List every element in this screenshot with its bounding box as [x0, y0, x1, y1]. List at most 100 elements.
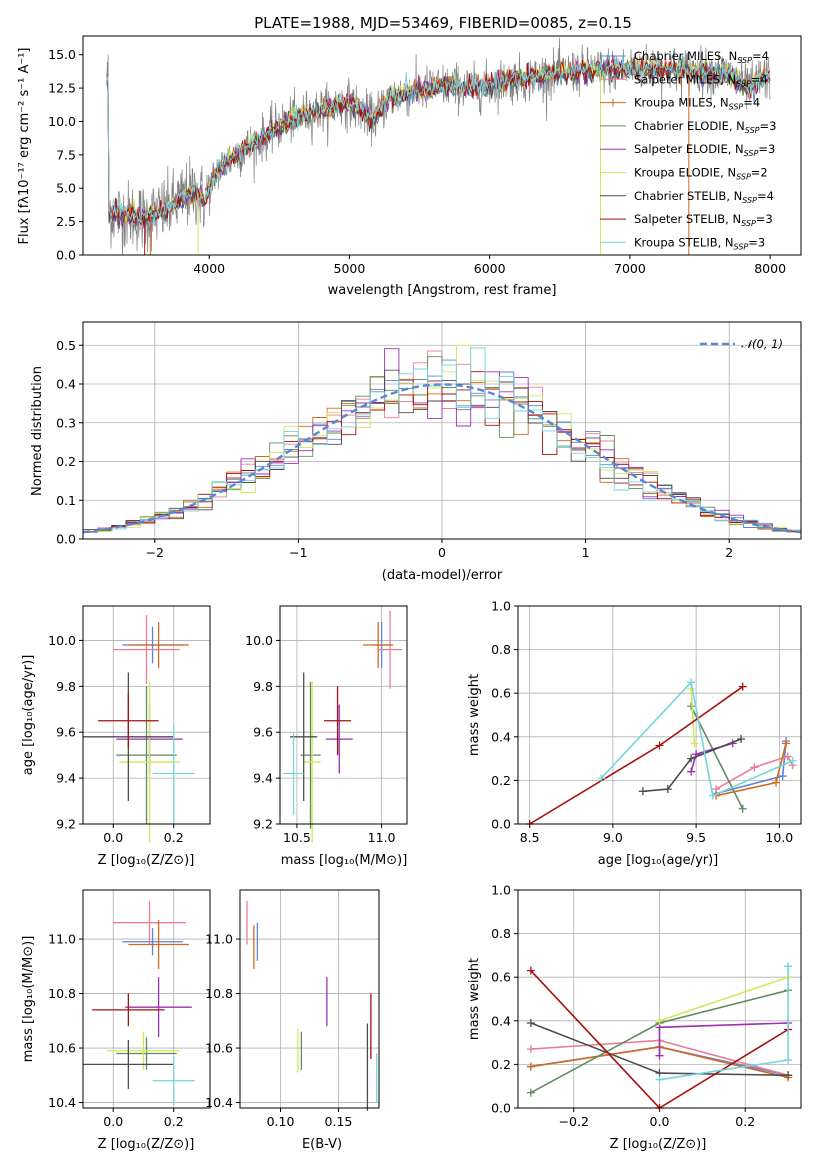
- y-tick-label: 9.6: [56, 725, 76, 740]
- legend-text: Salpeter ELODIE, N: [634, 142, 744, 156]
- legend-suffix: =4: [743, 96, 760, 110]
- errorbar-kroupa-stelib: [152, 723, 195, 824]
- y-tick-label: 0.0: [56, 248, 76, 263]
- x-tick-label: 4000: [193, 261, 225, 276]
- legend-text: Salpeter STELIB, N: [634, 212, 741, 226]
- weight-point-marker: [655, 1016, 664, 1025]
- errorbar-salpeter-miles: [113, 900, 186, 945]
- x-tick-label: 8.5: [520, 830, 540, 845]
- spectrum-axes: 4000 5000 6000 7000 8000 0.0 2.5 5.0 7.5 10.0 12.5…: [48, 47, 786, 276]
- y-tick-label: 9.6: [253, 725, 273, 740]
- weight-line: [642, 738, 742, 793]
- weight-point-marker: [655, 1075, 664, 1084]
- mass-vs-z-panel: Z [log₁₀(Z/Z⊙)] mass [log₁₀(M/M⊙)] 0.0 0.…: [21, 889, 211, 1152]
- legend-label-chabrier-miles: Chabrier MILES, NSSP=4: [634, 49, 769, 65]
- y-tick-label: 10.6: [48, 1041, 76, 1056]
- y-tick-label: 0.2: [491, 1057, 511, 1072]
- weight-point-marker: [784, 962, 793, 971]
- axes-frame: [239, 889, 380, 1109]
- y-tick-label: 9.4: [56, 771, 76, 786]
- y-tick-label: 15.0: [48, 47, 76, 62]
- x-tick-label: −1: [289, 545, 307, 560]
- residuals-axes: −2 −1 0 1 2 0.0 0.1 0.2 0.3 0.4 0.5: [56, 322, 801, 560]
- spectrum-legend: Chabrier MILES, NSSP=4 Salpeter MILES, NS…: [600, 49, 776, 251]
- spectrum-panel: PLATE=1988, MJD=53469, FIBERID=0085, z=0…: [17, 14, 802, 298]
- y-tick-label: 0.6: [491, 686, 511, 701]
- y-tick-label: 10.8: [205, 986, 233, 1001]
- y-tick-label: 0.0: [491, 817, 511, 832]
- errorbar-salpeter-miles: [378, 610, 402, 689]
- legend-text: Chabrier STELIB, N: [634, 189, 742, 203]
- legend-label-salpeter-stelib: Salpeter STELIB, NSSP=3: [634, 212, 773, 228]
- weight-point-marker: [690, 739, 699, 748]
- legend-suffix: =2: [751, 166, 768, 180]
- y-tick-label: 10.0: [245, 633, 273, 648]
- weight-point-marker: [655, 741, 664, 750]
- mass-vs-ebv-panel: E(B-V) 0.10 0.15 10.4 10.6 10.8 11.0: [205, 889, 380, 1152]
- weight-point-marker: [526, 1045, 535, 1054]
- legend-suffix: =4: [757, 189, 774, 203]
- weight-point-marker: [687, 767, 696, 776]
- legend-suffix: =3: [758, 142, 775, 156]
- mass-z-xlabel: Z [log₁₀(Z/Z⊙)]: [98, 1137, 195, 1152]
- y-tick-label: 0.6: [491, 970, 511, 985]
- age-vs-mass-axes: 10.5 11.0 9.2 9.4 9.6 9.8 10.0: [245, 606, 407, 845]
- residuals-xlabel: (data-model)/error: [382, 568, 503, 583]
- age-z-xlabel: Z [log₁₀(Z/Z⊙)]: [98, 853, 195, 868]
- legend-suffix: =4: [751, 72, 768, 86]
- errorbar-salpeter-stelib: [324, 686, 352, 756]
- errorbar-kroupa-elodie: [303, 681, 321, 843]
- legend-label-chabrier-elodie: Chabrier ELODIE, NSSP=3: [634, 119, 776, 135]
- y-tick-label: 0.8: [491, 642, 511, 657]
- errorbar-kroupa-elodie: [107, 1031, 180, 1070]
- x-tick-label: 0.2: [164, 1114, 184, 1129]
- weight-point-marker: [738, 804, 747, 813]
- legend-subscript: SSP: [742, 196, 757, 205]
- y-tick-label: 1.0: [491, 599, 511, 614]
- legend-subscript: SSP: [736, 79, 751, 88]
- residual-histogram-chabrier-stelib: [83, 369, 801, 531]
- y-tick-label: 10.0: [48, 633, 76, 648]
- legend-subscript: SSP: [734, 242, 749, 251]
- y-tick-label: 0.3: [56, 415, 76, 430]
- y-tick-label: 0.0: [491, 1101, 511, 1116]
- y-tick-label: 9.8: [56, 679, 76, 694]
- residuals-ylabel: Normed distribution: [30, 366, 45, 496]
- weight-point-marker: [526, 1018, 535, 1027]
- weight-vs-z-panel: Z [log₁₀(Z/Z⊙)] mass weight −0.2 0.0 0.2 0.…: [467, 883, 802, 1152]
- y-tick-label: 0.4: [56, 377, 76, 392]
- legend-label-kroupa-stelib: Kroupa STELIB, NSSP=3: [634, 235, 765, 251]
- x-tick-label: −2: [146, 545, 164, 560]
- legend-label-salpeter-elodie: Salpeter ELODIE, NSSP=3: [634, 142, 775, 158]
- age-z-ylabel: age [log₁₀(age/yr)]: [21, 655, 36, 776]
- x-tick-label: 2: [725, 545, 733, 560]
- weight-line: [529, 686, 744, 825]
- weight-point-marker: [772, 778, 781, 787]
- errorbar-kroupa-elodie: [119, 681, 180, 843]
- y-tick-label: 7.5: [56, 147, 76, 162]
- errorbar-chabrier-stelib: [83, 1039, 174, 1089]
- errorbar-chabrier-miles: [122, 928, 183, 956]
- legend-suffix: =3: [756, 212, 773, 226]
- y-tick-label: 0.4: [491, 1013, 511, 1028]
- model-line-kroupa-stelib: [106, 55, 771, 225]
- legend-suffix: =4: [752, 49, 769, 63]
- mass-ebv-xlabel: E(B-V): [302, 1137, 342, 1152]
- spectrum-xlabel: wavelength [Angstrom, rest frame]: [328, 283, 557, 298]
- weight-point-marker: [784, 1056, 793, 1065]
- weight-point-marker: [737, 734, 746, 743]
- legend-label-salpeter-miles: Salpeter MILES, NSSP=4: [634, 72, 768, 88]
- y-tick-label: 9.8: [253, 679, 273, 694]
- axes-frame: [279, 605, 408, 825]
- y-tick-label: 10.4: [48, 1095, 76, 1110]
- y-tick-label: 10.8: [48, 986, 76, 1001]
- x-tick-label: 9.5: [686, 830, 706, 845]
- weight-z-ylabel: mass weight: [467, 958, 482, 1040]
- y-tick-label: 10.4: [205, 1095, 233, 1110]
- mass-weight-vs-Z-axes: −0.2 0.0 0.2 0.0 0.2 0.4 0.6 0.8 1.0: [491, 883, 801, 1129]
- mass-z-ylabel: mass [log₁₀(M/M⊙)]: [21, 936, 36, 1063]
- residual-histograms: [83, 344, 801, 534]
- weight-point-marker: [788, 756, 797, 765]
- x-tick-label: 7000: [614, 261, 646, 276]
- errorbar-kroupa-miles: [128, 622, 189, 668]
